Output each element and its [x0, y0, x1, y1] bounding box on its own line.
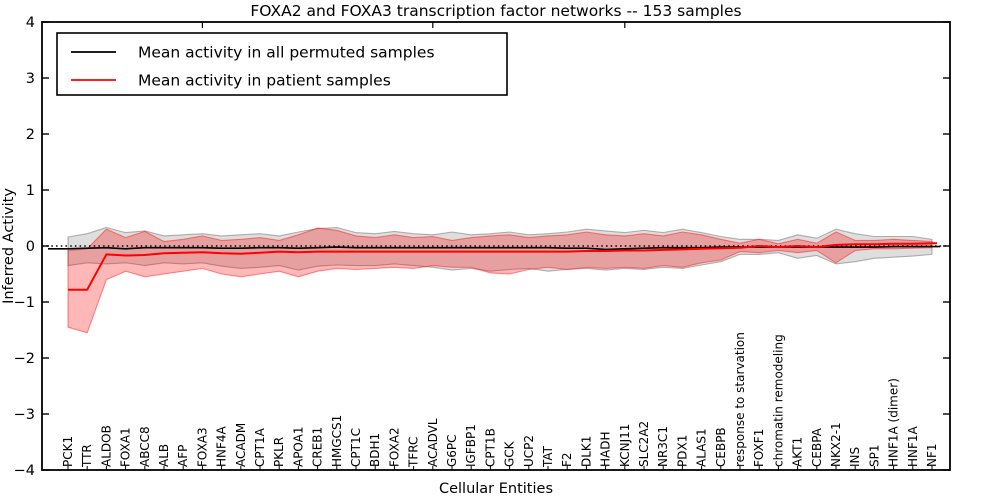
x-tick-label: HADH	[599, 432, 613, 468]
x-tick-label: ALDOB	[99, 425, 113, 467]
x-tick-label: KCNJ11	[618, 424, 632, 467]
x-tick-label: ACADVL	[426, 418, 440, 467]
x-tick-label: response to starvation	[733, 332, 747, 467]
x-tick-label: UCP2	[522, 435, 536, 467]
x-tick-label: TFRC	[407, 437, 421, 468]
x-tick-label: HNF1A	[906, 425, 920, 467]
x-tick-label: PCK1	[61, 436, 75, 467]
patient-mean-line	[68, 242, 937, 291]
y-tick-label: 0	[26, 239, 35, 255]
x-axis-label: Cellular Entities	[439, 481, 553, 497]
x-tick-label: CEBPA	[810, 427, 824, 467]
y-tick-label: 1	[26, 183, 35, 199]
x-tick-label: CREB1	[311, 427, 325, 467]
permuted-band	[67, 226, 933, 272]
x-tick-label: IGFBP1	[464, 424, 478, 467]
y-tick-label: −1	[14, 295, 35, 311]
legend-item-label: Mean activity in patient samples	[138, 72, 391, 90]
y-tick-label: 4	[26, 15, 35, 31]
legend-item-label: Mean activity in all permuted samples	[138, 44, 435, 62]
x-tick-label: AFP	[176, 445, 190, 467]
x-tick-label: HNF1A (dimer)	[887, 378, 901, 467]
x-tick-label: CPT1C	[349, 428, 363, 467]
x-tick-label: SLC2A2	[637, 421, 651, 467]
x-tick-label: chromatin remodeling	[771, 334, 785, 467]
x-tick-label: CPT1A	[253, 427, 267, 467]
x-tick-label: CPT1B	[483, 428, 497, 467]
patient-band	[67, 227, 933, 334]
x-tick-label: FOXA1	[119, 427, 133, 467]
x-tick-label: SP1	[867, 445, 881, 468]
x-tick-label: GCK	[503, 440, 517, 467]
x-tick-label: FOXA2	[387, 427, 401, 467]
x-tick-label: G6PC	[445, 434, 459, 467]
chart-title: FOXA2 and FOXA3 transcription factor net…	[250, 2, 741, 20]
y-tick-label: −3	[14, 407, 35, 423]
x-tick-label: ACADM	[234, 423, 248, 467]
x-tick-label: AKT1	[791, 437, 805, 467]
x-tick-label: TTR	[80, 444, 94, 468]
x-tick-label: ABCC8	[138, 426, 152, 467]
x-tick-label: BDH1	[368, 433, 382, 467]
x-tick-label: NF1	[925, 443, 939, 467]
x-tick-label: ALB	[157, 444, 171, 467]
x-tick-label: NKX2-1	[829, 422, 843, 467]
x-tick-label: F2	[560, 452, 574, 467]
x-tick-label: NR3C1	[656, 426, 670, 467]
x-tick-label: CEBPB	[714, 427, 728, 467]
x-tick-label: HMGCS1	[330, 415, 344, 467]
x-tick-label: PDX1	[675, 435, 689, 467]
x-tick-label: INS	[848, 447, 862, 467]
x-tick-label: DLK1	[579, 436, 593, 467]
x-tick-label: TAT	[541, 445, 555, 468]
legend-box	[56, 32, 508, 96]
x-tick-label: ALAS1	[695, 428, 709, 467]
y-tick-label: 2	[26, 127, 35, 143]
x-tick-label: APOA1	[291, 426, 305, 467]
y-tick-label: −4	[14, 463, 35, 479]
x-tick-label: PKLR	[272, 437, 286, 467]
x-tick-label: HNF4A	[215, 425, 229, 467]
y-tick-label: 3	[26, 71, 35, 87]
y-tick-label: −2	[14, 351, 35, 367]
legend: Mean activity in all permuted samples Mea…	[56, 32, 508, 96]
x-tick-label: FOXA3	[195, 427, 209, 467]
y-axis-label: Inferred Activity	[1, 188, 17, 304]
x-tick-label: FOXF1	[752, 429, 766, 467]
